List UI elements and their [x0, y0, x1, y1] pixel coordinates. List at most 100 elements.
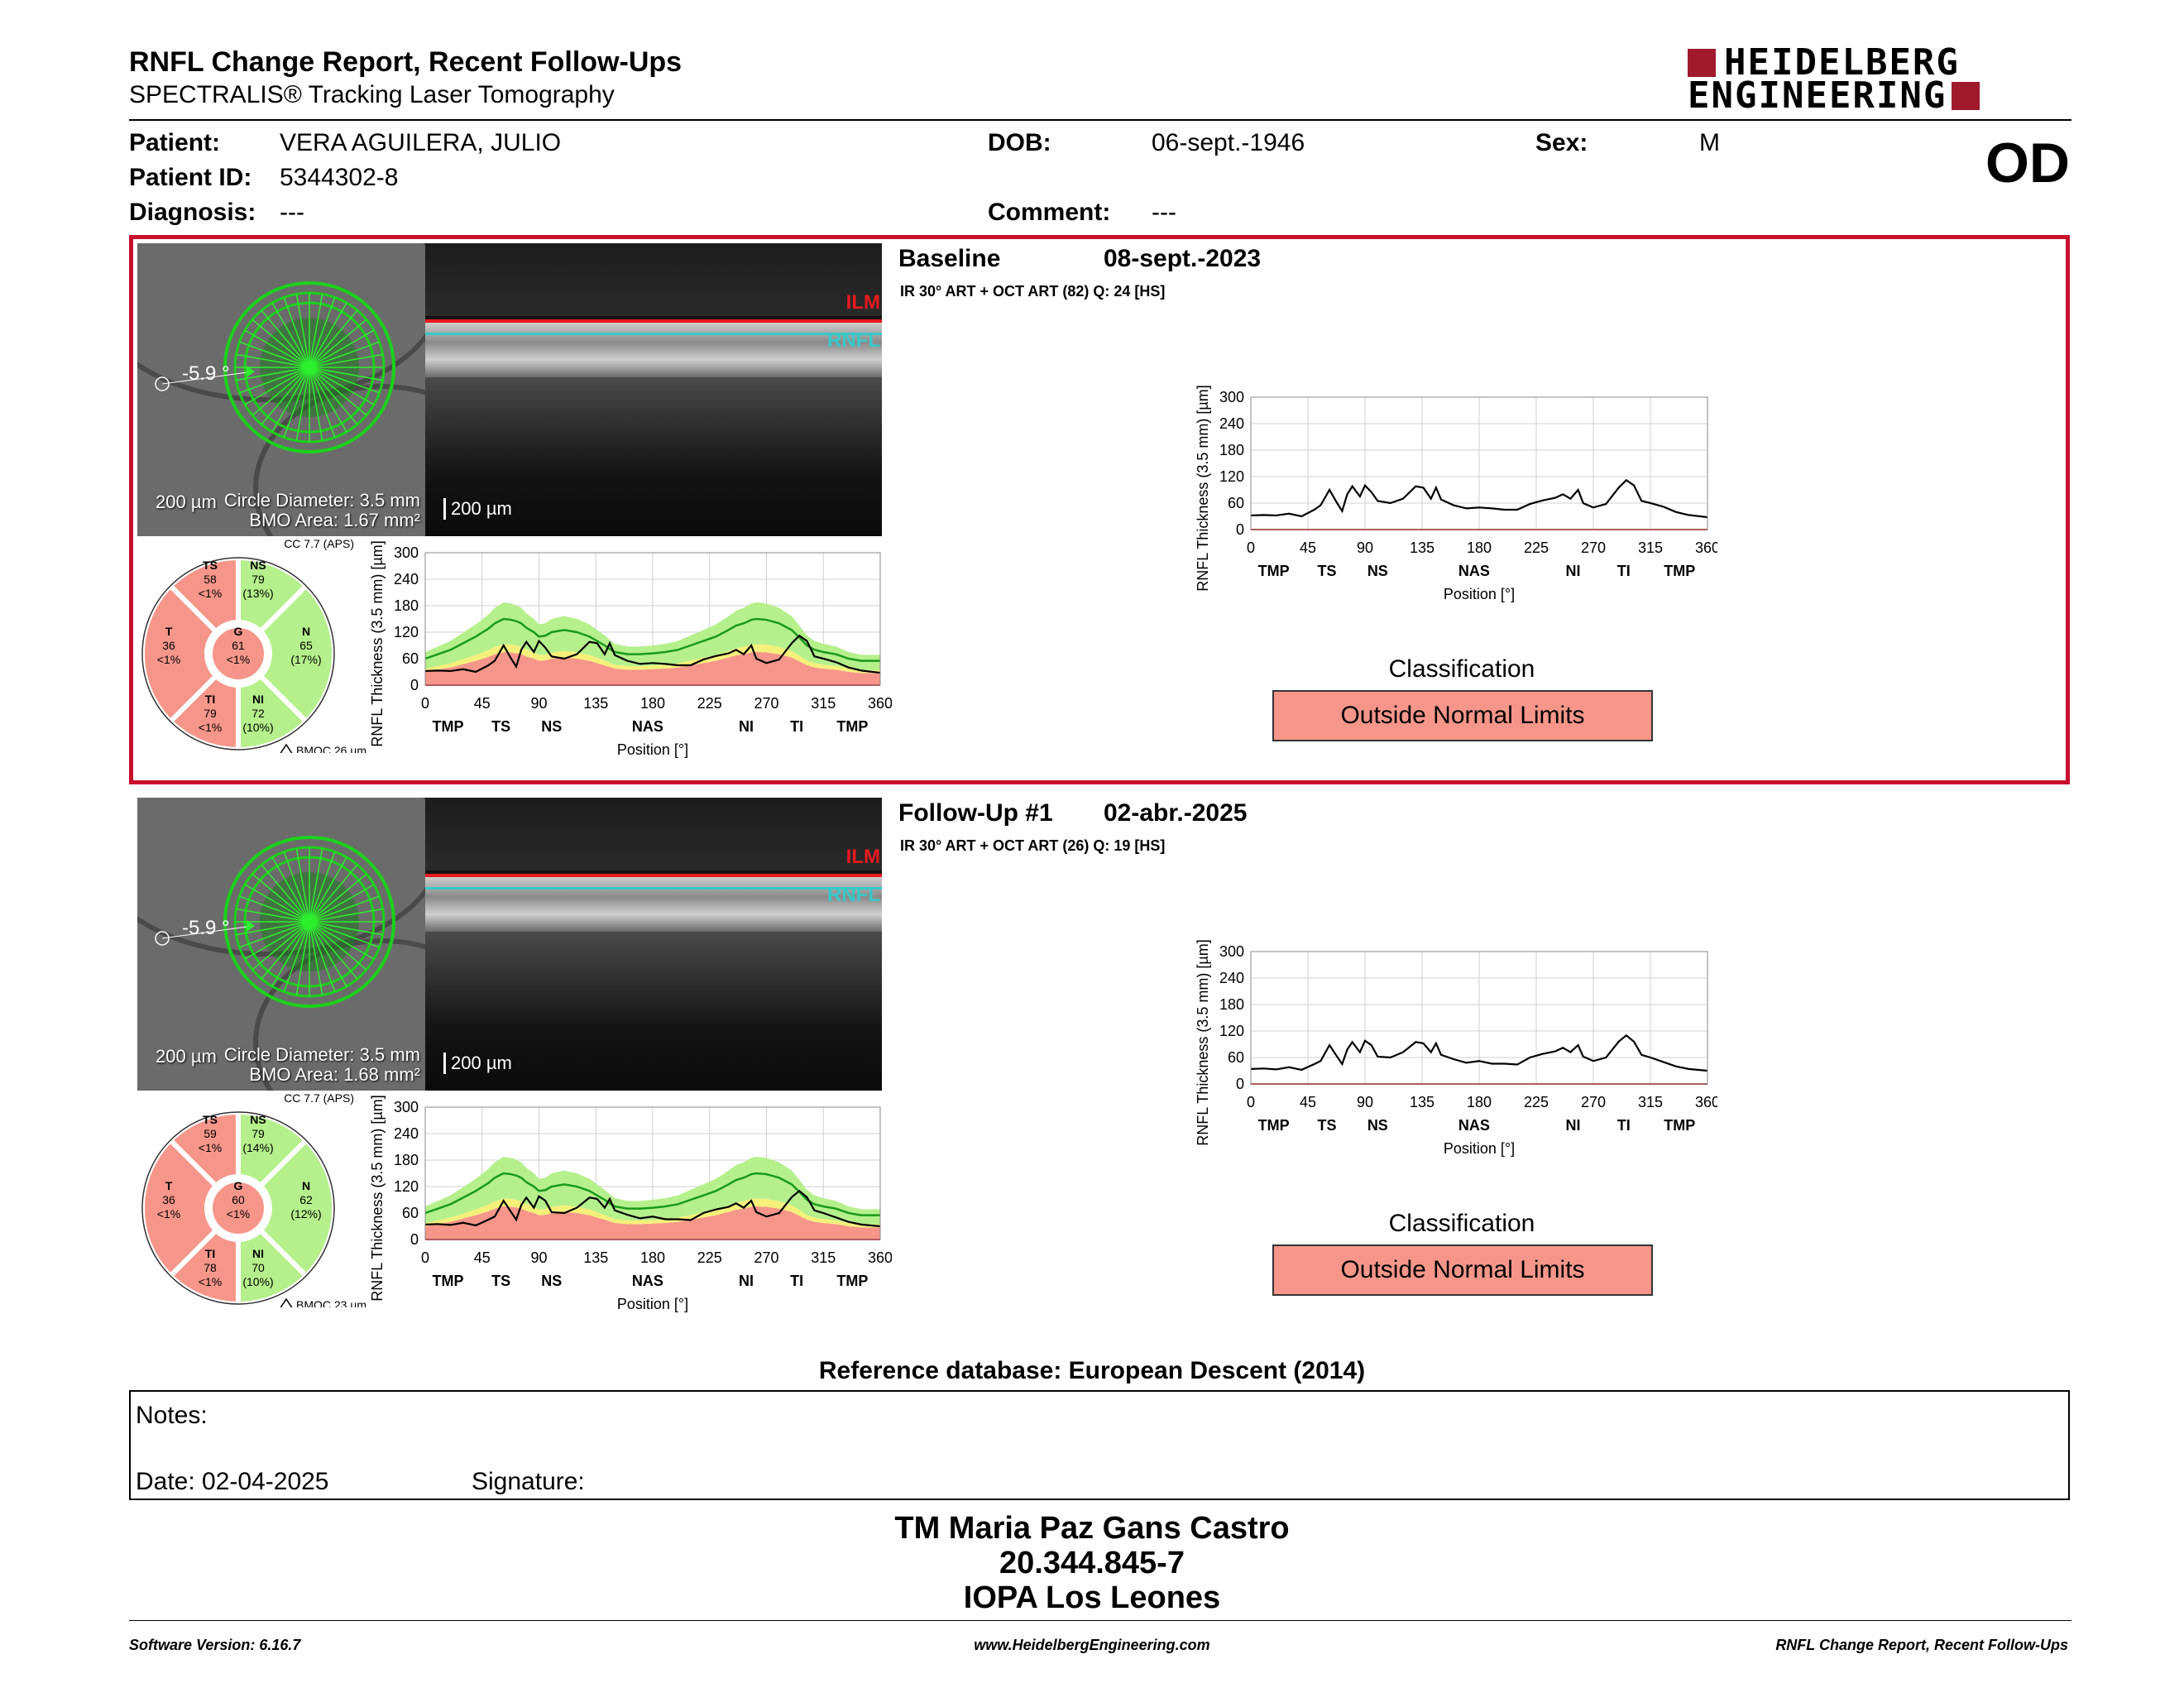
y-axis-label: RNFL Thickness (3.5 mm) [µm] [369, 1095, 386, 1301]
sector-ts-text: <1% [199, 1141, 222, 1154]
sector-ts-text: TS [203, 1113, 218, 1126]
sector-n-text: 62 [299, 1193, 313, 1206]
eye-indicator: OD [1985, 132, 2070, 194]
oct-scale-bar: 200 µm [443, 1053, 512, 1074]
dob-value: 06-sept.-1946 [1152, 129, 1305, 156]
x-tick-label: 360 [1695, 1094, 1717, 1110]
sector-ti-text: <1% [199, 1275, 222, 1288]
fundus-scale-bar: 200 µm [156, 492, 217, 512]
sector-axis-label: NI [739, 1273, 754, 1289]
sector-g-text: 60 [232, 1193, 245, 1206]
cc-label: CC 7.7 (APS) [284, 1092, 354, 1105]
sector-g [208, 1177, 269, 1239]
sector-n [256, 1136, 337, 1280]
logo-line2: ENGINEERING [1688, 74, 1947, 117]
report-subtitle: SPECTRALIS® Tracking Laser Tomography [129, 81, 615, 108]
sector-ni-text: 70 [251, 1261, 265, 1274]
dob-label: DOB: [988, 129, 1051, 156]
x-tick-label: 0 [1247, 1094, 1255, 1110]
classification-result: Outside Normal Limits [1272, 1244, 1653, 1296]
y-tick-label: 300 [1219, 943, 1244, 960]
sex-label: Sex: [1535, 129, 1588, 156]
sector-axis-label: TS [491, 1273, 510, 1289]
plot-frame [424, 1106, 881, 1240]
y-axis-label: RNFL Thickness (3.5 mm) [µm] [1195, 940, 1211, 1146]
vitreous-band [425, 798, 882, 870]
y-tick-label: 300 [394, 1099, 419, 1115]
outside-limits-band [425, 1206, 880, 1240]
sector-ti-text: 78 [204, 1261, 217, 1274]
sector-ni-text: NI [252, 1247, 264, 1260]
oct-bscan-image: ILM RNFL 200 µm [425, 798, 882, 1091]
x-tick-label: 135 [583, 1249, 608, 1266]
bmo-area: BMO Area: 1.68 mm² [249, 1064, 420, 1085]
sector-axis-label: NI [1565, 1117, 1580, 1134]
patient-id-value: 5344302-8 [280, 164, 399, 191]
y-tick-label: 0 [1236, 1076, 1244, 1092]
footer-report-name: RNFL Change Report, Recent Follow-Ups [1775, 1637, 2068, 1653]
bmoc-label: BMOC 23 µm [296, 1298, 366, 1307]
sector-thickness-pie: TS59<1%NS79(14%)T36<1%G60<1%N62(12%)TI78… [140, 1092, 366, 1307]
heidelberg-logo: HEIDELBERG ENGINEERING [1688, 45, 2072, 117]
x-tick-label: 45 [1300, 1094, 1316, 1110]
scan-circle-overlay [155, 836, 395, 1008]
x-tick-label: 180 [1467, 1094, 1492, 1110]
sector-g-text: G [234, 1179, 243, 1192]
ilm-label: ILM [845, 846, 880, 868]
y-tick-label: 120 [394, 1178, 419, 1195]
sex-value: M [1699, 129, 1720, 156]
notes-date: Date: 02-04-2025 [136, 1468, 329, 1495]
sector-t-text: T [165, 1179, 173, 1192]
y-tick-label: 240 [1219, 970, 1244, 986]
measured-thickness-line [1250, 1033, 1708, 1072]
signer-id: 20.344.845-7 [999, 1546, 1185, 1580]
sector-axis-label: TMP [836, 1273, 868, 1289]
sector-axis-label: TS [1317, 1117, 1336, 1134]
sector-ti [166, 1226, 241, 1307]
circle-diameter: Circle Diameter: 3.5 mm [223, 490, 420, 511]
x-tick-label: 270 [754, 1249, 778, 1266]
scan-circle-overlay [155, 281, 395, 453]
notes-box[interactable]: Notes: Date: 02-04-2025 Signature: [129, 1390, 2070, 1500]
normal-band [425, 1157, 880, 1225]
sector-ni-text: (10%) [242, 1275, 273, 1288]
sector-axis-label: NAS [632, 1273, 663, 1289]
y-tick-label: 240 [394, 1125, 419, 1142]
sector-axis-label: NAS [1458, 1117, 1490, 1134]
x-tick-label: 360 [868, 1249, 892, 1266]
reference-database: Reference database: European Descent (20… [818, 1357, 1366, 1384]
exam-title: Follow-Up #1 [898, 799, 1053, 827]
patient-value: VERA AGUILERA, JULIO [280, 129, 562, 156]
sector-t [140, 1136, 220, 1280]
exam-date: 02-abr.-2025 [1104, 799, 1248, 827]
y-tick-label: 180 [1219, 996, 1244, 1013]
x-tick-label: 135 [1410, 1094, 1434, 1110]
report-title: RNFL Change Report, Recent Follow-Ups [129, 46, 682, 78]
bmo-area: BMO Area: 1.67 mm² [249, 510, 420, 530]
baseline-highlight-frame [129, 235, 2070, 784]
y-tick-label: 60 [402, 1205, 419, 1221]
plot-frame [1250, 951, 1708, 1085]
sector-ns [236, 1109, 310, 1190]
x-tick-label: 225 [1524, 1094, 1549, 1110]
footer-url[interactable]: www.HeidelbergEngineering.com [974, 1637, 1210, 1653]
circle-diameter: Circle Diameter: 3.5 mm [223, 1044, 420, 1065]
fovea-angle: -5.9 ° [182, 362, 230, 385]
normal-mean-line [424, 1172, 880, 1216]
sector-axis-label: TI [1617, 1117, 1631, 1134]
logo-square-icon [1688, 49, 1716, 77]
sector-ni [236, 1226, 310, 1307]
scan-info: IR 30° ART + OCT ART (26) Q: 19 [HS] [900, 837, 1166, 854]
x-axis-label: Position [°] [1444, 1140, 1515, 1157]
measured-thickness-line [424, 1189, 881, 1228]
fovea-angle: -5.9 ° [182, 917, 230, 939]
sector-t-text: <1% [157, 1207, 180, 1220]
sector-axis-label: TMP [433, 1273, 464, 1289]
x-tick-label: 45 [474, 1249, 491, 1266]
signer-name: TM Maria Paz Gans Castro [894, 1511, 1290, 1546]
ilm-line [425, 874, 882, 877]
comment-value: --- [1152, 199, 1176, 226]
sector-ns-text: (14%) [242, 1141, 273, 1154]
